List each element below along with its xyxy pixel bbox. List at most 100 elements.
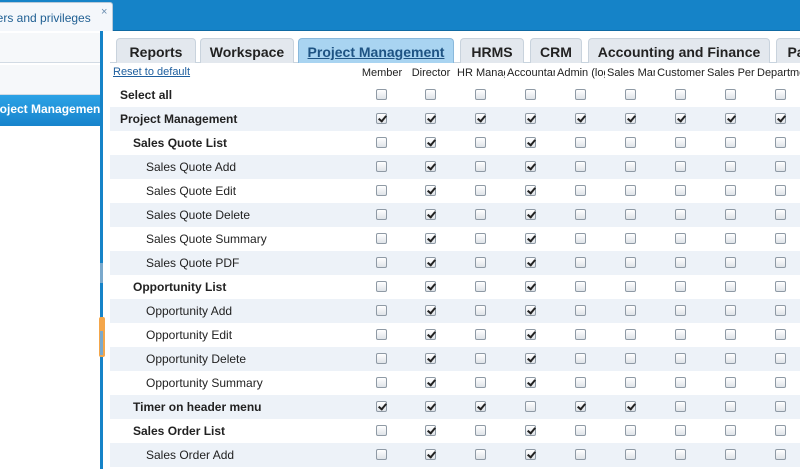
permission-checkbox[interactable] [376,233,387,244]
permission-checkbox[interactable] [475,401,486,412]
permission-checkbox[interactable] [575,353,586,364]
permission-checkbox[interactable] [725,329,736,340]
permission-checkbox[interactable] [525,113,536,124]
permission-checkbox[interactable] [376,89,387,100]
permission-checkbox[interactable] [675,401,686,412]
permission-checkbox[interactable] [376,209,387,220]
splitter-handle[interactable] [100,263,103,283]
permission-checkbox[interactable] [425,425,436,436]
nav-item[interactable] [0,33,100,63]
permission-checkbox[interactable] [775,281,786,292]
permission-checkbox[interactable] [376,161,387,172]
permission-checkbox[interactable] [625,425,636,436]
permission-checkbox[interactable] [525,281,536,292]
permission-checkbox[interactable] [425,185,436,196]
permission-checkbox[interactable] [475,89,486,100]
permission-checkbox[interactable] [475,161,486,172]
permission-checkbox[interactable] [376,449,387,460]
permission-checkbox[interactable] [725,353,736,364]
permission-checkbox[interactable] [675,113,686,124]
permission-checkbox[interactable] [525,353,536,364]
close-icon[interactable]: × [101,6,108,18]
permission-checkbox[interactable] [675,377,686,388]
permission-checkbox[interactable] [475,137,486,148]
permission-checkbox[interactable] [625,257,636,268]
permission-checkbox[interactable] [376,281,387,292]
permission-checkbox[interactable] [425,377,436,388]
permission-checkbox[interactable] [425,449,436,460]
permission-checkbox[interactable] [625,137,636,148]
permission-checkbox[interactable] [775,185,786,196]
permission-checkbox[interactable] [675,233,686,244]
permission-checkbox[interactable] [575,401,586,412]
permission-checkbox[interactable] [376,137,387,148]
permission-checkbox[interactable] [725,185,736,196]
permission-checkbox[interactable] [625,161,636,172]
permission-checkbox[interactable] [775,377,786,388]
permission-checkbox[interactable] [575,329,586,340]
permission-checkbox[interactable] [376,353,387,364]
nav-item[interactable] [0,65,100,95]
permission-checkbox[interactable] [725,137,736,148]
permission-checkbox[interactable] [525,89,536,100]
permission-checkbox[interactable] [376,113,387,124]
permission-checkbox[interactable] [575,137,586,148]
permission-checkbox[interactable] [425,401,436,412]
permission-checkbox[interactable] [425,209,436,220]
tab-pa[interactable]: Pa [776,38,800,63]
permission-checkbox[interactable] [725,161,736,172]
permission-checkbox[interactable] [525,401,536,412]
permission-checkbox[interactable] [525,161,536,172]
permission-checkbox[interactable] [675,353,686,364]
permission-checkbox[interactable] [775,209,786,220]
permission-checkbox[interactable] [775,137,786,148]
permission-checkbox[interactable] [775,329,786,340]
permission-checkbox[interactable] [425,257,436,268]
permission-checkbox[interactable] [475,353,486,364]
permission-checkbox[interactable] [775,113,786,124]
permission-checkbox[interactable] [725,425,736,436]
tab-project-management[interactable]: Project Management [298,38,454,63]
permission-checkbox[interactable] [725,305,736,316]
permission-checkbox[interactable] [525,425,536,436]
permission-checkbox[interactable] [625,449,636,460]
permission-checkbox[interactable] [625,209,636,220]
permission-checkbox[interactable] [675,425,686,436]
permission-checkbox[interactable] [525,329,536,340]
permission-checkbox[interactable] [675,185,686,196]
permission-checkbox[interactable] [575,233,586,244]
permission-checkbox[interactable] [625,353,636,364]
permission-checkbox[interactable] [475,281,486,292]
permission-checkbox[interactable] [625,185,636,196]
permission-checkbox[interactable] [525,377,536,388]
permission-checkbox[interactable] [775,161,786,172]
permission-checkbox[interactable] [575,113,586,124]
permission-checkbox[interactable] [625,401,636,412]
permission-checkbox[interactable] [525,233,536,244]
permission-checkbox[interactable] [425,161,436,172]
permission-checkbox[interactable] [575,281,586,292]
permission-checkbox[interactable] [675,161,686,172]
permission-checkbox[interactable] [376,401,387,412]
permission-checkbox[interactable] [475,305,486,316]
nav-item-active[interactable]: Project Management [0,95,100,126]
permission-checkbox[interactable] [675,137,686,148]
permission-checkbox[interactable] [775,353,786,364]
permission-checkbox[interactable] [725,89,736,100]
permission-checkbox[interactable] [376,425,387,436]
permission-checkbox[interactable] [775,89,786,100]
permission-checkbox[interactable] [775,425,786,436]
permission-checkbox[interactable] [725,281,736,292]
permission-checkbox[interactable] [425,137,436,148]
permission-checkbox[interactable] [625,329,636,340]
permission-checkbox[interactable] [575,185,586,196]
permission-checkbox[interactable] [525,185,536,196]
permission-checkbox[interactable] [725,401,736,412]
permission-checkbox[interactable] [376,377,387,388]
permission-checkbox[interactable] [725,377,736,388]
splitter-handle[interactable] [100,331,103,355]
permission-checkbox[interactable] [425,353,436,364]
permission-checkbox[interactable] [625,233,636,244]
permission-checkbox[interactable] [775,401,786,412]
permission-checkbox[interactable] [525,449,536,460]
